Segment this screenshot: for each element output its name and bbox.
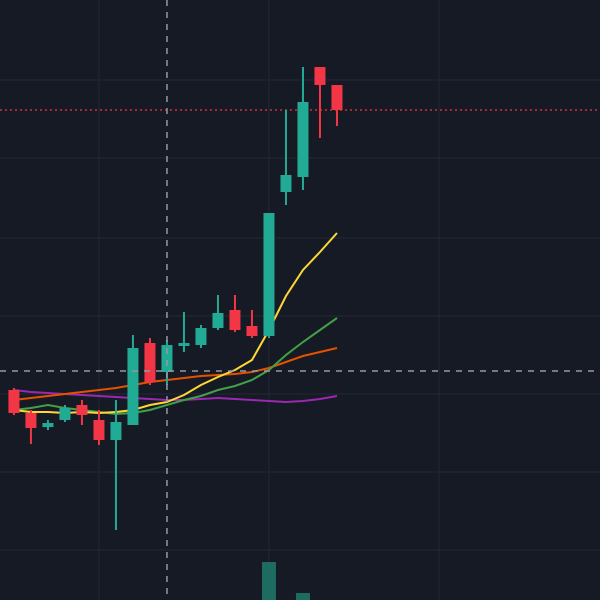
candle-body [178,343,190,346]
candle-body [263,213,275,336]
moving-average-line [13,232,338,415]
moving-average-line [13,347,338,401]
moving-average-line [13,389,338,404]
candle-body [297,102,309,177]
candle-body [331,85,343,110]
volume-bar [295,593,310,600]
candle-body [127,348,139,425]
candle-body [212,313,224,328]
candle-body [144,343,156,382]
volume-bar [261,562,276,600]
candle-body [110,422,122,440]
candle-body [246,326,258,336]
candle-body [161,345,173,372]
candle-body [195,328,207,345]
candle-body [42,423,54,427]
candle-body [229,310,241,330]
candle-body [93,420,105,440]
candle-body [59,408,71,420]
candle-body [76,405,88,415]
candle-body [314,67,326,85]
candle-body [280,175,292,192]
candle-body [8,390,20,413]
candle-body [25,413,37,428]
